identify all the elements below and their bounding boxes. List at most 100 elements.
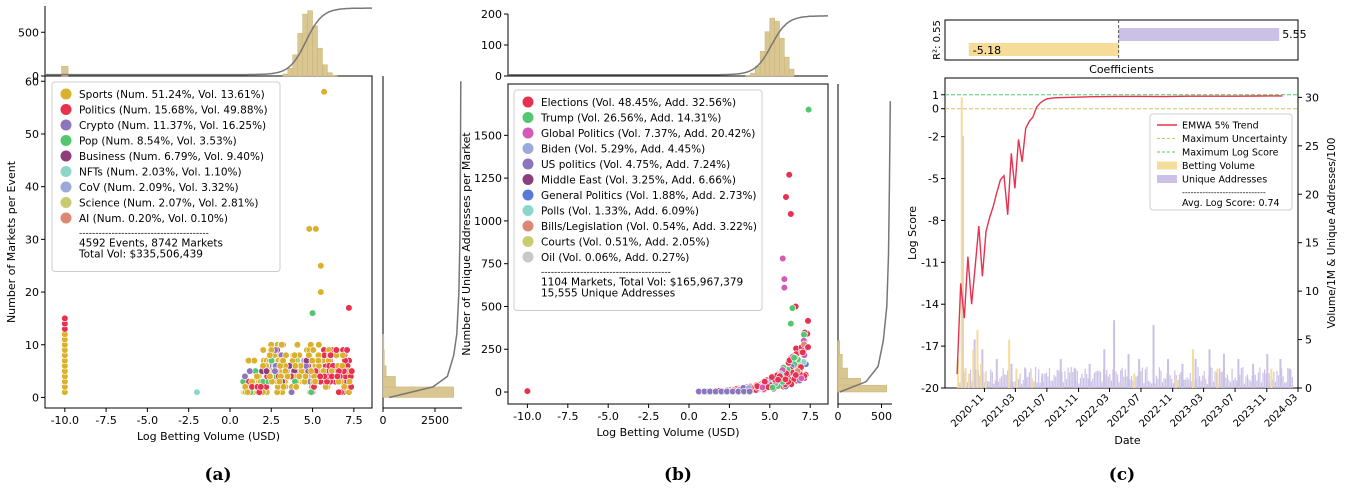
address-bar — [1113, 320, 1116, 388]
address-bar — [1022, 379, 1024, 388]
legend-summary: 4592 Events, 8742 Markets — [79, 238, 223, 250]
address-bar — [997, 381, 1000, 388]
address-bar — [979, 375, 981, 388]
coef-r2-label: R²: 0.55 — [932, 20, 943, 60]
address-bar — [1222, 354, 1225, 388]
volume-bar — [1175, 378, 1178, 388]
scatter-point — [317, 288, 325, 296]
address-bar — [1263, 369, 1266, 388]
top-hist-tick-label: 0 — [32, 70, 39, 83]
scatter-point — [317, 262, 325, 270]
address-bar — [1226, 374, 1229, 388]
legend-marker — [60, 135, 72, 146]
legend: Sports (Num. 51.24%, Vol. 13.61%) Politic… — [51, 81, 281, 272]
address-bar — [1287, 367, 1289, 388]
scatter-point — [266, 372, 274, 380]
address-bar — [1036, 382, 1038, 388]
address-bar — [1167, 358, 1170, 388]
address-bar — [1178, 374, 1181, 388]
address-bar — [1021, 383, 1023, 388]
address-bar — [1106, 369, 1108, 388]
address-bar — [1191, 381, 1193, 388]
address-bar — [1290, 369, 1292, 388]
caption-b: (b) — [664, 465, 692, 485]
y-tick-label: 60 — [25, 75, 39, 88]
scatter-point — [338, 362, 346, 370]
address-bar — [1070, 366, 1072, 388]
address-bar — [1132, 380, 1134, 388]
legend-label: Global Politics (Vol. 7.37%, Add. 20.42%… — [541, 128, 755, 140]
top-hist-bar — [759, 51, 766, 77]
legend-marker — [522, 174, 534, 185]
address-bar — [1090, 381, 1092, 388]
right-cdf-curve — [389, 81, 462, 399]
address-bar — [1149, 381, 1151, 388]
legend-marker — [522, 96, 534, 108]
address-bar — [1074, 368, 1077, 388]
address-bar — [1285, 382, 1287, 388]
address-bar — [1194, 358, 1197, 388]
address-bar — [1291, 377, 1294, 388]
address-bar — [1115, 371, 1117, 388]
y-tick-label: 0 — [932, 103, 939, 116]
x-tick-label: 2023-03 — [1168, 392, 1205, 429]
x-tick-label: 0.0 — [680, 410, 698, 423]
y-right-tick-label: 10 — [1305, 285, 1319, 298]
volume-bar — [984, 373, 987, 388]
address-bar — [1155, 375, 1157, 388]
x-tick-label: 2.5 — [721, 410, 739, 423]
address-bar — [1118, 382, 1120, 388]
address-bar — [1050, 380, 1052, 388]
right-hist-tick-label: 2500 — [421, 414, 449, 427]
legend-label: US politics (Vol. 4.75%, Add. 7.24%) — [541, 159, 730, 171]
x-tick-label: 2022-03 — [1074, 392, 1111, 429]
legend-marker — [522, 189, 534, 201]
address-bar — [1202, 375, 1204, 388]
x-tick-label: -7.5 — [95, 414, 116, 427]
legend-separator: ----------------------------- — [1182, 188, 1266, 197]
x-tick-label: 2021-07 — [1012, 392, 1049, 429]
address-bar — [1186, 377, 1188, 388]
address-bar — [1030, 368, 1032, 388]
address-bar — [1188, 379, 1190, 388]
scatter-point — [243, 388, 252, 396]
address-bar — [1044, 373, 1046, 388]
address-bar — [1243, 383, 1246, 388]
scatter-point — [287, 388, 296, 396]
address-bar — [1266, 354, 1269, 388]
coef-value-label: 5.55 — [1282, 28, 1307, 41]
legend-summary: 15,555 Unique Addresses — [541, 288, 675, 300]
address-bar — [1220, 371, 1222, 388]
volume-bar — [976, 329, 979, 388]
right-hist-bar — [382, 333, 385, 351]
legend-label: Business (Num. 6.79%, Vol. 9.40%) — [79, 151, 264, 163]
address-bar — [1180, 372, 1182, 388]
address-bar — [1101, 381, 1103, 388]
legend-box — [1149, 113, 1293, 211]
top-cdf-curve — [508, 15, 828, 76]
legend-separator: ---------------------------------------- — [541, 268, 671, 278]
scatter-point — [788, 304, 797, 312]
x-tick-label: -7.5 — [557, 410, 578, 423]
coef-bar — [968, 43, 1119, 56]
right-hist-bar — [837, 340, 840, 355]
scatter-point — [311, 378, 319, 386]
address-bar — [959, 382, 961, 388]
address-bar — [1189, 373, 1191, 388]
scatter-point — [787, 210, 795, 218]
top-hist-bar — [61, 65, 69, 77]
address-bar — [971, 381, 973, 388]
legend-label: Politics (Num. 15.68%, Vol. 49.88%) — [79, 105, 268, 117]
scatter-point — [253, 372, 261, 380]
scatter-point — [315, 341, 323, 349]
address-bar — [1123, 376, 1125, 388]
address-bar — [1183, 379, 1185, 388]
address-bar — [1147, 380, 1150, 388]
address-bar — [1185, 379, 1187, 388]
x-axis-label: Date — [1114, 434, 1141, 447]
legend-marker — [522, 251, 534, 263]
scatter-point — [292, 383, 300, 391]
scatter-point — [333, 372, 341, 380]
address-bar — [991, 372, 993, 388]
